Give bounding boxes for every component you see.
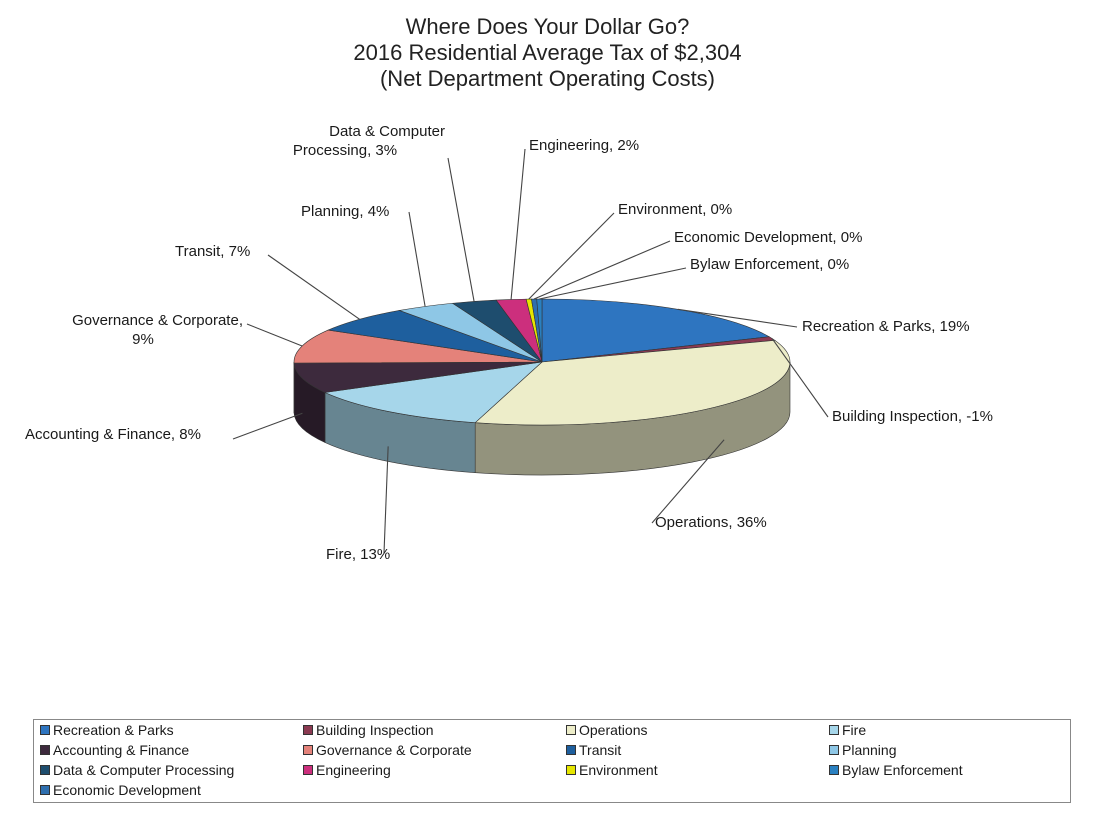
pie-slice-accounting-and-finance: [293, 361, 543, 393]
legend-swatch: [40, 725, 50, 735]
leader-line-environment: [528, 212, 615, 300]
pie-chart: Recreation & Parks, 19% Building Inspecti…: [25, 123, 993, 563]
title-line-1: Where Does Your Dollar Go?: [405, 14, 690, 39]
legend-label: Building Inspection: [316, 722, 434, 738]
legend-label: Governance & Corporate: [316, 742, 472, 758]
legend-label: Fire: [842, 722, 867, 738]
legend-item-data-and-computer-processing: Data & Computer Processing: [40, 762, 234, 778]
data-label-data-and-computer-processing: Data & Computer Processing, 3%: [293, 123, 445, 159]
leader-line-building-inspection: [771, 338, 829, 418]
data-label-engineering: Engineering, 2%: [529, 137, 639, 154]
leader-line-planning: [408, 211, 426, 307]
leader-line-accounting-and-finance: [232, 412, 303, 440]
legend-swatch: [566, 745, 576, 755]
chart-legend: Recreation & Parks Building Inspection Ope…: [33, 719, 1071, 803]
legend-label: Economic Development: [53, 782, 201, 798]
pie-slice-fire: [323, 361, 543, 423]
pie-slice-operations: [474, 340, 791, 426]
title-line-3: (Net Department Operating Costs): [379, 66, 716, 91]
pie-slice-recreation-and-parks: [541, 298, 771, 363]
legend-item-building-inspection: Building Inspection: [303, 722, 434, 738]
data-label-bylaw-enforcement: Bylaw Enforcement, 0%: [690, 256, 849, 273]
legend-item-operations: Operations: [566, 722, 647, 738]
legend-swatch: [566, 725, 576, 735]
data-label-environment: Environment, 0%: [618, 201, 732, 218]
data-label-fire: Fire, 13%: [326, 546, 390, 563]
data-label-planning: Planning, 4%: [301, 203, 389, 220]
legend-item-governance-and-corporate: Governance & Corporate: [303, 742, 472, 758]
data-label-governance-and-corporate: Governance & Corporate, 9%: [72, 312, 243, 348]
chart-title: Where Does Your Dollar Go? 2016 Resident…: [0, 14, 1095, 92]
leader-line-engineering: [510, 148, 526, 300]
legend-label: Data & Computer Processing: [53, 762, 235, 778]
leader-line-governance-and-corporate: [246, 323, 303, 347]
legend-item-bylaw-enforcement: Bylaw Enforcement: [829, 762, 963, 778]
pie-slice-governance-and-corporate: [293, 329, 543, 364]
data-label-transit: Transit, 7%: [175, 243, 250, 260]
legend-item-transit: Transit: [566, 742, 621, 758]
data-label-building-inspection: Building Inspection, -1%: [832, 408, 993, 425]
title-line-2: 2016 Residential Average Tax of $2,304: [353, 40, 742, 65]
leader-line-recreation-and-parks: [677, 308, 798, 328]
data-label-recreation-and-parks: Recreation & Parks, 19%: [802, 318, 970, 335]
legend-item-economic-development: Economic Development: [40, 782, 201, 798]
legend-label: Planning: [842, 742, 897, 758]
pie-slice-transit: [327, 310, 543, 363]
legend-label: Transit: [579, 742, 622, 758]
legend-swatch: [829, 725, 839, 735]
legend-item-recreation-and-parks: Recreation & Parks: [40, 722, 174, 738]
legend-label: Accounting & Finance: [53, 742, 190, 758]
leader-line-economic-development: [533, 240, 671, 300]
data-label-economic-development: Economic Development, 0%: [674, 229, 862, 246]
leader-line-data-and-computer-processing: [447, 157, 475, 302]
legend-label: Recreation & Parks: [53, 722, 174, 738]
legend-item-planning: Planning: [829, 742, 897, 758]
legend-swatch: [303, 765, 313, 775]
legend-label: Bylaw Enforcement: [842, 762, 963, 778]
leader-line-transit: [267, 254, 360, 320]
legend-label: Environment: [579, 762, 658, 778]
legend-item-engineering: Engineering: [303, 762, 391, 778]
legend-swatch: [303, 745, 313, 755]
leader-line-fire: [383, 446, 389, 554]
legend-swatch: [566, 765, 576, 775]
legend-swatch: [40, 745, 50, 755]
data-label-operations: Operations, 36%: [655, 514, 767, 531]
leader-line-bylaw-enforcement: [539, 267, 687, 300]
legend-item-fire: Fire: [829, 722, 866, 738]
legend-swatch: [829, 765, 839, 775]
legend-swatch: [829, 745, 839, 755]
legend-item-accounting-and-finance: Accounting & Finance: [40, 742, 189, 758]
legend-swatch: [40, 785, 50, 795]
legend-swatch: [40, 765, 50, 775]
legend-swatch: [303, 725, 313, 735]
legend-label: Operations: [579, 722, 648, 738]
data-label-accounting-and-finance: Accounting & Finance, 8%: [25, 426, 201, 443]
legend-item-environment: Environment: [566, 762, 658, 778]
leader-line-operations: [651, 439, 725, 524]
legend-label: Engineering: [316, 762, 391, 778]
